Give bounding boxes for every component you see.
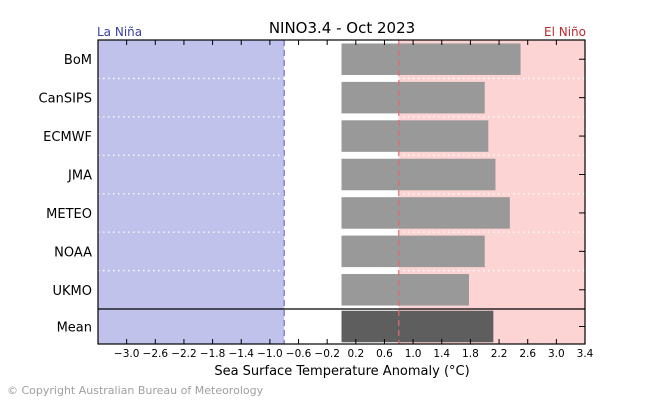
category-label-meteo: METEO [46, 207, 92, 222]
x-tick-label: 0.2 [347, 348, 364, 360]
plot-area: BoMCanSIPSECMWFJMAMETEONOAAUKMOMean−3.0−… [39, 39, 594, 360]
bar-ukmo [341, 274, 469, 306]
bar-cansips [341, 81, 485, 114]
x-tick-label: −2.6 [143, 348, 169, 360]
category-label-bom: BoM [64, 53, 92, 68]
category-label-noaa: NOAA [54, 245, 92, 260]
x-tick-label: −3.0 [114, 348, 140, 360]
x-tick-label: 1.8 [462, 348, 479, 360]
x-tick-label: −1.8 [200, 348, 226, 360]
category-label-ukmo: UKMO [53, 284, 93, 299]
x-tick-label: 3.4 [577, 348, 594, 360]
x-tick-label: 1.4 [433, 348, 450, 360]
x-tick-label: −0.6 [286, 348, 312, 360]
x-tick-label: 1.0 [405, 348, 422, 360]
x-tick-label: 2.6 [519, 348, 536, 360]
chart-title: NINO3.4 - Oct 2023 [269, 19, 415, 37]
bar-mean [341, 310, 494, 343]
copyright-notice: © Copyright Australian Bureau of Meteoro… [7, 384, 264, 397]
category-label-mean: Mean [57, 321, 92, 336]
bar-ecmwf [341, 120, 489, 152]
x-tick-label: 3.0 [548, 348, 565, 360]
x-tick-label: −1.4 [228, 348, 254, 360]
x-axis-label: Sea Surface Temperature Anomaly (°C) [214, 364, 469, 379]
category-label-cansips: CanSIPS [39, 92, 92, 107]
bar-meteo [341, 197, 510, 229]
la-nina-zone [98, 40, 285, 344]
bar-jma [341, 158, 496, 191]
x-tick-label: 2.2 [491, 348, 508, 360]
bar-noaa [341, 235, 485, 268]
x-tick-label: −2.2 [171, 348, 197, 360]
x-tick-label: −1.0 [257, 348, 283, 360]
plot-frame [97, 39, 586, 345]
category-label-jma: JMA [67, 169, 92, 184]
x-tick-label: −0.2 [314, 348, 340, 360]
la-nina-label: La Niña [97, 25, 142, 39]
el-nino-label: El Niño [544, 25, 586, 39]
category-label-ecmwf: ECMWF [43, 130, 92, 145]
bar-bom [341, 43, 521, 75]
x-tick-label: 0.6 [376, 348, 393, 360]
